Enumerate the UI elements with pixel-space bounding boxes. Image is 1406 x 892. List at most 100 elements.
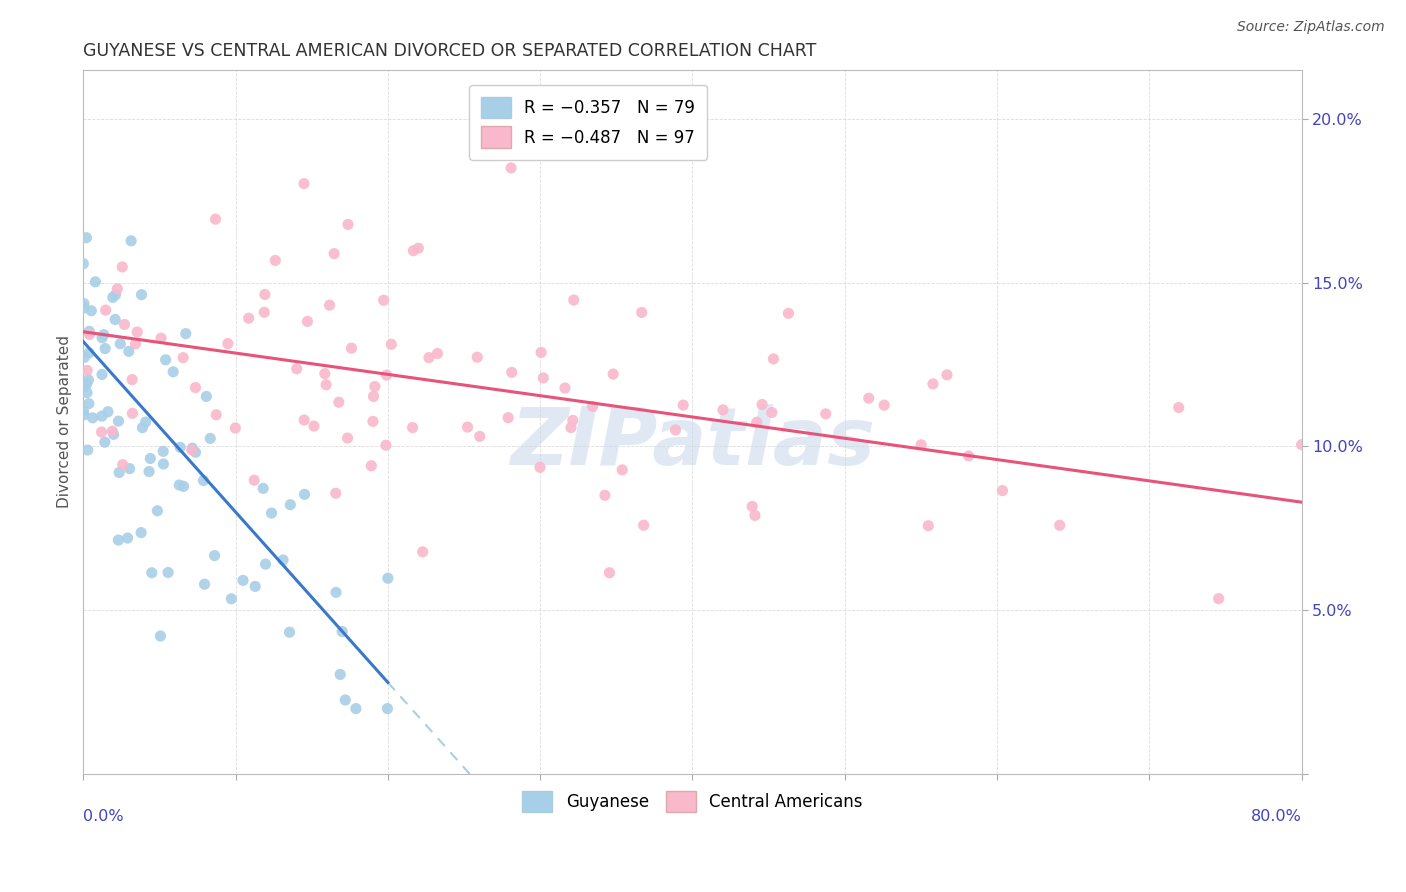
Point [80,303,103,318]
Point [76,363,98,377]
Point [76,376,98,391]
Point [111,458,134,472]
Point [118,461,141,475]
Point [468,429,491,443]
Point [751,398,773,412]
Point [174,326,197,341]
Point [101,424,124,438]
Point [264,253,287,268]
Point [221,591,243,606]
Point [173,479,195,493]
Point [744,508,766,523]
Point [146,504,169,518]
Point [917,518,939,533]
Point [127,325,149,339]
Point [91,331,114,345]
Point [131,420,153,434]
Point [496,410,519,425]
Point [762,351,785,366]
Point [180,442,202,457]
Point [82,410,104,425]
Point [302,419,325,434]
Point [402,244,425,258]
Point [253,305,276,319]
Point [337,218,360,232]
Point [380,337,402,351]
Point [373,293,395,308]
Point [598,566,620,580]
Point [562,293,585,307]
Text: 0.0%: 0.0% [83,809,124,824]
Point [94,303,117,318]
Text: 80.0%: 80.0% [1251,809,1302,824]
Point [90,409,112,424]
Point [101,290,124,304]
Point [315,377,337,392]
Point [193,474,215,488]
Point [110,336,132,351]
Text: Source: ZipAtlas.com: Source: ZipAtlas.com [1237,20,1385,34]
Point [318,298,340,312]
Point [426,346,449,360]
Point [193,577,215,591]
Point [73,301,96,315]
Point [412,545,434,559]
Point [672,398,695,412]
Point [910,438,932,452]
Point [141,566,163,580]
Point [593,488,616,502]
Y-axis label: Divorced or Separated: Divorced or Separated [58,335,72,508]
Point [761,405,783,419]
Point [204,549,226,563]
Point [465,350,488,364]
Point [340,341,363,355]
Point [360,458,382,473]
Point [814,407,837,421]
Point [335,693,357,707]
Point [204,212,226,227]
Point [195,389,218,403]
Point [139,451,162,466]
Point [530,345,553,359]
Point [560,420,582,434]
Point [957,449,980,463]
Point [76,442,98,457]
Point [224,421,246,435]
Point [329,667,352,681]
Text: ZIPatlas: ZIPatlas [510,404,875,482]
Point [363,389,385,403]
Point [72,404,94,418]
Point [77,324,100,338]
Point [873,398,896,412]
Point [364,379,387,393]
Point [121,373,143,387]
Point [936,368,959,382]
Text: GUYANESE VS CENTRAL AMERICAN DIVORCED OR SEPARATED CORRELATION CHART: GUYANESE VS CENTRAL AMERICAN DIVORCED OR… [83,42,817,60]
Point [285,361,308,376]
Point [1049,518,1071,533]
Point [72,257,94,271]
Point [633,518,655,533]
Point [501,161,523,175]
Point [377,701,399,715]
Point [118,344,141,359]
Point [150,331,173,345]
Point [84,275,107,289]
Point [120,234,142,248]
Point [117,531,139,545]
Point [294,487,316,501]
Point [325,585,347,599]
Point [664,423,686,437]
Point [97,405,120,419]
Point [108,466,131,480]
Point [325,486,347,500]
Point [531,371,554,385]
Point [77,346,100,360]
Point [114,318,136,332]
Point [374,438,396,452]
Point [104,312,127,326]
Point [205,408,228,422]
Point [1208,591,1230,606]
Point [76,385,98,400]
Point [111,260,134,274]
